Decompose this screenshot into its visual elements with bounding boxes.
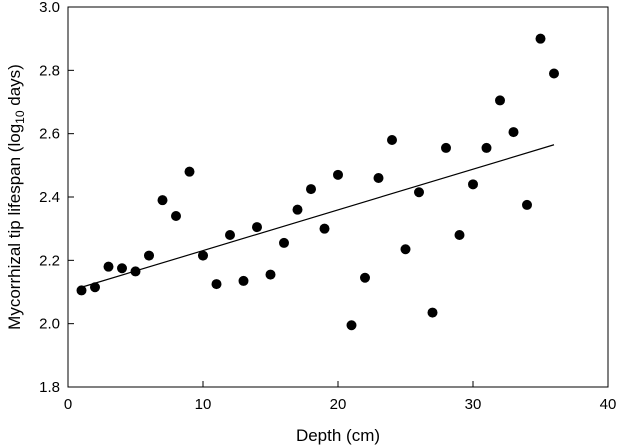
ticks-layer: 0 10 20 30 40 1.8 2.0 2.2 2.4 2.6 2.8 3.0 <box>39 0 616 413</box>
regression-line <box>81 144 555 288</box>
data-point <box>373 173 384 183</box>
data-point <box>117 263 127 274</box>
x-tick-label: 30 <box>465 396 482 413</box>
data-point <box>427 307 438 318</box>
data-point <box>130 266 141 277</box>
y-tick-label: 2.6 <box>39 126 60 143</box>
data-point <box>319 223 330 234</box>
data-point <box>279 237 289 248</box>
data-point <box>414 187 424 198</box>
x-tick-label: 0 <box>64 396 72 413</box>
y-tick-label: 2.8 <box>39 62 60 79</box>
data-point <box>360 272 370 283</box>
x-tick-label: 40 <box>600 396 617 413</box>
data-point <box>265 269 276 280</box>
data-point <box>211 279 222 290</box>
data-point <box>495 95 505 106</box>
data-point <box>76 285 87 296</box>
y-tick-label: 3.0 <box>39 0 60 16</box>
fit-layer <box>81 144 555 288</box>
x-tick-label: 20 <box>330 396 347 413</box>
data-point <box>400 244 411 255</box>
data-point <box>481 142 492 153</box>
y-tick-label: 2.4 <box>39 189 60 206</box>
plot-frame <box>67 6 609 388</box>
y-axis-label-prefix: Mycorrhizal tip lifespan (log <box>5 124 24 330</box>
y-axis-label-subscript: 10 <box>13 110 27 124</box>
data-point <box>306 184 316 195</box>
y-axis-label-suffix: days) <box>5 64 24 110</box>
data-point <box>468 179 478 190</box>
data-point <box>225 230 235 240</box>
data-point <box>198 250 208 261</box>
data-point <box>184 166 195 177</box>
data-point <box>90 282 100 293</box>
y-axis-label: Mycorrhizal tip lifespan (log10 days) <box>5 64 27 330</box>
data-point <box>292 204 303 215</box>
data-point <box>157 195 168 206</box>
data-point <box>508 127 519 138</box>
y-tick-label: 2.0 <box>39 316 60 333</box>
data-point <box>454 230 465 240</box>
data-point <box>346 320 357 331</box>
x-tick-label: 10 <box>195 396 212 413</box>
y-tick-label: 1.8 <box>39 379 60 396</box>
data-point <box>103 261 114 272</box>
data-point <box>549 68 559 79</box>
data-point <box>171 211 181 221</box>
data-point <box>535 33 546 44</box>
data-point <box>387 135 397 145</box>
data-point <box>144 250 154 261</box>
data-point <box>522 199 532 210</box>
y-tick-label: 2.2 <box>39 252 60 269</box>
x-axis-label: Depth (cm) <box>296 426 380 445</box>
data-point <box>238 275 249 286</box>
data-point <box>441 142 451 153</box>
data-point <box>252 222 262 233</box>
data-point <box>333 169 343 180</box>
points-layer <box>76 33 559 331</box>
